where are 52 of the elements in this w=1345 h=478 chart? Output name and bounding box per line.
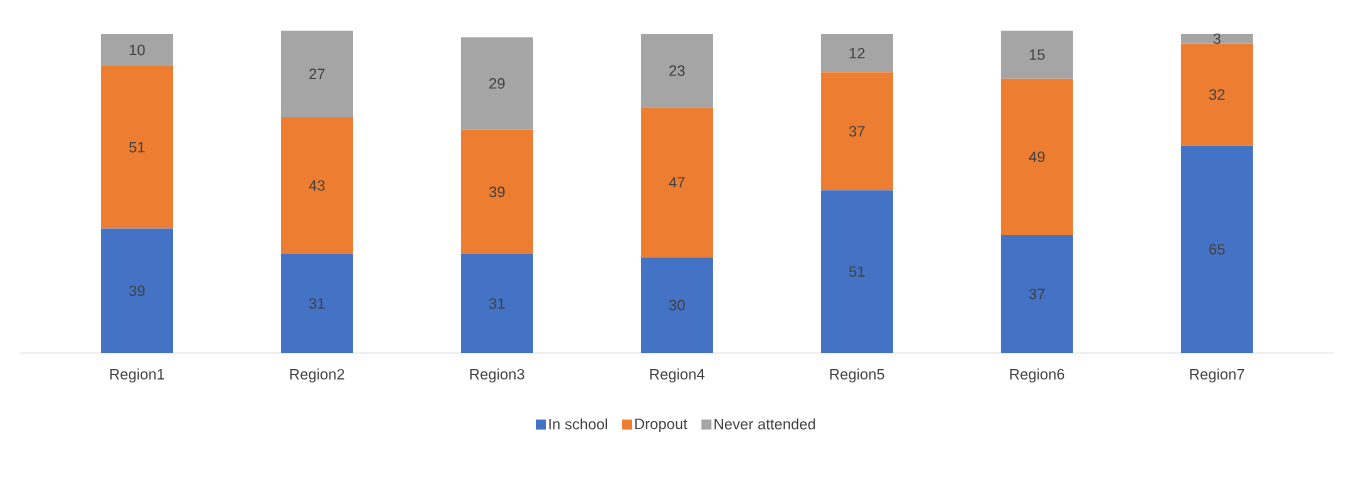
data-label: 32 xyxy=(1209,89,1225,100)
data-label: 43 xyxy=(309,180,325,191)
data-label: 10 xyxy=(129,44,145,56)
x-tick-label: Region1 xyxy=(110,368,165,383)
data-label: 23 xyxy=(669,65,685,76)
x-tick-label: Region4 xyxy=(650,368,705,383)
bar xyxy=(281,30,353,117)
data-label: 12 xyxy=(849,47,865,59)
data-label: 65 xyxy=(1209,244,1225,255)
bar xyxy=(460,129,533,255)
data-label: 51 xyxy=(849,266,865,277)
x-tick-label: Region7 xyxy=(1190,368,1245,383)
bar xyxy=(101,33,174,66)
bar xyxy=(1000,30,1073,79)
bar xyxy=(820,190,893,353)
data-label: 47 xyxy=(668,177,685,188)
data-label: 31 xyxy=(489,298,505,309)
bar xyxy=(640,257,713,353)
data-label: 37 xyxy=(849,125,865,137)
data-label: 39 xyxy=(489,186,505,198)
data-label: 49 xyxy=(1028,151,1045,163)
data-label: 29 xyxy=(489,78,505,89)
bar xyxy=(820,33,893,73)
legend-label: Never attended xyxy=(714,418,815,430)
data-label: 27 xyxy=(309,68,325,80)
x-tick-label: Region3 xyxy=(470,368,525,383)
bar xyxy=(460,254,533,353)
data-label: 31 xyxy=(309,298,325,309)
legend-label: Dropout xyxy=(635,418,688,433)
data-label: 3 xyxy=(1213,33,1221,45)
x-tick-label: Region6 xyxy=(1010,368,1065,383)
bar xyxy=(281,254,353,353)
x-tick-label: Region2 xyxy=(290,368,345,383)
data-label: 15 xyxy=(1029,49,1045,60)
bar xyxy=(640,33,713,108)
legend-label: In school xyxy=(549,418,607,430)
bar xyxy=(460,37,533,130)
bar xyxy=(1000,78,1073,235)
bar xyxy=(1180,43,1253,146)
bar xyxy=(1180,145,1253,353)
bar xyxy=(101,228,174,353)
data-label: 30 xyxy=(669,299,685,311)
bar xyxy=(1000,234,1073,353)
bar xyxy=(640,107,713,258)
bar xyxy=(101,65,174,229)
x-tick-label: Region5 xyxy=(830,368,885,383)
bar xyxy=(820,72,893,191)
data-label: 37 xyxy=(1029,288,1045,300)
bar xyxy=(1180,33,1253,44)
data-label: 39 xyxy=(129,285,145,297)
data-label: 51 xyxy=(129,142,145,153)
bar xyxy=(281,116,353,255)
